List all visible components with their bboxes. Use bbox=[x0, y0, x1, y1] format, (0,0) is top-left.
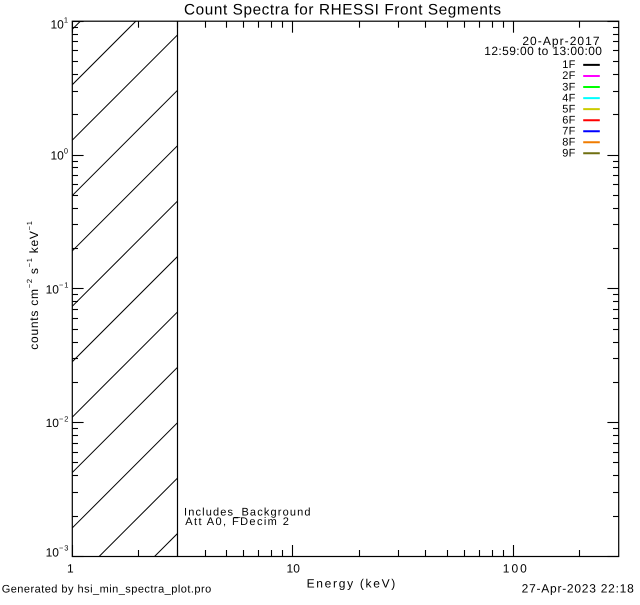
svg-text:101: 101 bbox=[50, 16, 68, 32]
svg-text:counts cm−2 s−1 keV−1: counts cm−2 s−1 keV−1 bbox=[25, 220, 41, 349]
svg-text:4F: 4F bbox=[562, 92, 575, 104]
svg-text:100: 100 bbox=[503, 562, 529, 576]
svg-text:9F: 9F bbox=[562, 148, 575, 160]
svg-text:Includes_Background: Includes_Background bbox=[184, 506, 312, 518]
svg-text:1: 1 bbox=[67, 562, 74, 576]
svg-text:10: 10 bbox=[287, 562, 301, 576]
svg-text:12:59:00 to 13:00:00: 12:59:00 to 13:00:00 bbox=[484, 44, 602, 58]
svg-text:10−3: 10−3 bbox=[46, 544, 70, 560]
svg-text:6F: 6F bbox=[562, 115, 575, 127]
svg-text:5F: 5F bbox=[562, 103, 575, 115]
svg-text:7F: 7F bbox=[562, 126, 575, 138]
svg-text:Count Spectra for RHESSI Front: Count Spectra for RHESSI Front Segments bbox=[184, 1, 502, 18]
svg-text:Att A0, FDecim 2: Att A0, FDecim 2 bbox=[185, 516, 290, 528]
svg-text:2F: 2F bbox=[562, 70, 575, 82]
svg-text:20-Apr-2017: 20-Apr-2017 bbox=[522, 34, 600, 48]
svg-text:3F: 3F bbox=[562, 81, 575, 93]
svg-text:Generated by hsi_min_spectra_p: Generated by hsi_min_spectra_plot.pro bbox=[2, 584, 212, 596]
svg-text:10−2: 10−2 bbox=[46, 414, 70, 430]
svg-text:10−1: 10−1 bbox=[46, 281, 70, 297]
svg-text:1F: 1F bbox=[562, 59, 575, 71]
svg-text:Energy (keV): Energy (keV) bbox=[307, 576, 397, 590]
svg-text:100: 100 bbox=[50, 147, 68, 163]
svg-text:27-Apr-2023 22:18: 27-Apr-2023 22:18 bbox=[522, 582, 635, 596]
svg-text:8F: 8F bbox=[562, 137, 575, 149]
